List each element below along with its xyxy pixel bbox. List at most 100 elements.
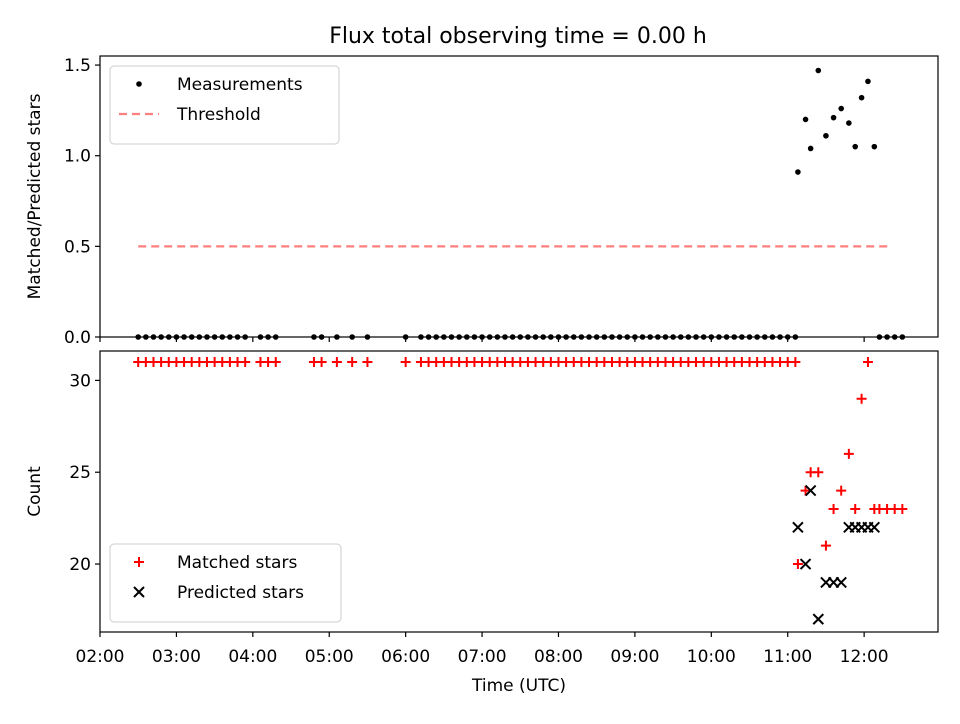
measurements-point (143, 334, 149, 340)
measurements-point (135, 334, 142, 340)
bottom-panel: 20 25 30 02:00 03:00 04:00 05:00 06:00 07:00 08:0… (25, 350, 939, 696)
top-panel: 0.0 0.5 1.0 1.5 Matched/Predicted stars Measu… (25, 55, 939, 348)
matched-stars-point (897, 503, 908, 514)
measurements-point (532, 334, 539, 340)
measurements-point (586, 334, 592, 340)
measurements-point (823, 132, 829, 139)
matched-stars-point (828, 503, 839, 514)
measurements-point (349, 334, 355, 340)
measurements-point (677, 334, 684, 340)
matched-stars-legend-label: Matched stars (177, 553, 297, 573)
measurements-point (158, 334, 164, 340)
predicted-stars-point (804, 484, 817, 497)
measurements-point (795, 169, 801, 175)
measurements-point (830, 114, 837, 121)
matched-stars-point (820, 540, 831, 551)
measurements-point (555, 334, 562, 340)
predicted-stars-legend-swatch (133, 586, 145, 598)
matched-stars-point (862, 357, 873, 368)
measurements-point (616, 334, 623, 340)
measurements-point (479, 334, 485, 340)
measurements-point (548, 334, 554, 340)
matched-stars-point (331, 357, 342, 368)
matched-stars-point (240, 357, 251, 368)
measurements-point (609, 334, 615, 340)
bottom-legend-box (109, 543, 342, 623)
top-legend-box (109, 65, 340, 145)
predicted-stars-point (792, 521, 804, 534)
measurements-point (181, 334, 187, 340)
bottom-axes-frame (99, 350, 939, 633)
measurements-point (723, 334, 730, 340)
measurements-point (525, 334, 531, 340)
bottom-x-tick-label: 09:00 (610, 647, 659, 667)
matched-stars-point (400, 357, 411, 368)
top-y-axis-label: Matched/Predicted stars (25, 93, 45, 299)
measurements-point (425, 334, 432, 340)
measurements-point (624, 334, 631, 340)
measurements-point (891, 334, 898, 340)
matched-stars-point (790, 357, 801, 368)
measurements-point (448, 334, 455, 340)
predicted-stars-point (835, 576, 847, 589)
top-y-tick-label: 0.5 (64, 237, 91, 257)
measurements-point (242, 334, 248, 340)
measurements-point (540, 334, 546, 340)
measurements-point (685, 334, 692, 340)
matched-stars-point (270, 357, 281, 368)
measurements-point (234, 334, 241, 340)
measurements-point (441, 334, 447, 340)
measurements-point (761, 334, 768, 340)
measurements-point (739, 334, 745, 340)
measurements-point (509, 334, 516, 340)
bottom-y-tick-label: 20 (69, 555, 91, 575)
measurements-point (150, 334, 157, 340)
measurements-point (265, 334, 271, 340)
bottom-x-tick-label: 07:00 (458, 647, 507, 667)
predicted-stars-legend-label: Predicted stars (177, 583, 304, 603)
bottom-x-axis-label: Time (UTC) (471, 676, 566, 696)
measurements-point (227, 334, 233, 340)
measurements-point (196, 334, 203, 340)
measurements-point (494, 334, 501, 340)
threshold-legend-label: Threshold (176, 105, 261, 125)
measurements-point (655, 334, 661, 340)
measurements-point (871, 143, 878, 150)
measurements-point (876, 334, 883, 340)
bottom-y-tick-label: 25 (69, 463, 91, 483)
figure-title: Flux total observing time = 0.00 h (329, 24, 707, 49)
measurements-point (708, 334, 715, 340)
measurements-legend-label: Measurements (177, 75, 303, 95)
matched-stars-point (347, 357, 358, 368)
matched-stars-point (843, 448, 854, 459)
measurements-point (311, 334, 317, 340)
predicted-stars-point (799, 558, 812, 570)
bottom-x-tick-label: 06:00 (381, 647, 430, 667)
matched-stars-point (792, 559, 803, 570)
top-y-tick-label: 0.0 (64, 328, 91, 348)
measurements-point (463, 334, 470, 340)
measurements-point (777, 334, 783, 340)
measurements-point (204, 334, 210, 340)
bottom-x-tick-label: 03:00 (152, 647, 201, 667)
measurements-point (563, 334, 569, 340)
top-legend: Measurements Threshold (109, 65, 340, 145)
bottom-x-tick-label: 12:00 (840, 647, 889, 667)
measurements-point (318, 334, 325, 340)
measurements-point (639, 334, 646, 340)
measurements-point (257, 334, 264, 340)
measurements-point (754, 334, 760, 340)
bottom-x-tick-label: 04:00 (228, 647, 277, 667)
measurements-point (784, 334, 791, 340)
measurements-point (670, 334, 676, 340)
bottom-x-tick-label: 11:00 (763, 647, 812, 667)
bottom-x-tick-label: 10:00 (687, 647, 736, 667)
measurements-point (486, 334, 493, 340)
top-y-tick-label: 1.5 (64, 56, 91, 76)
predicted-stars-point (868, 521, 881, 534)
measurements-point (173, 334, 180, 340)
measurements-point (700, 334, 707, 340)
measurements-point (807, 145, 814, 152)
